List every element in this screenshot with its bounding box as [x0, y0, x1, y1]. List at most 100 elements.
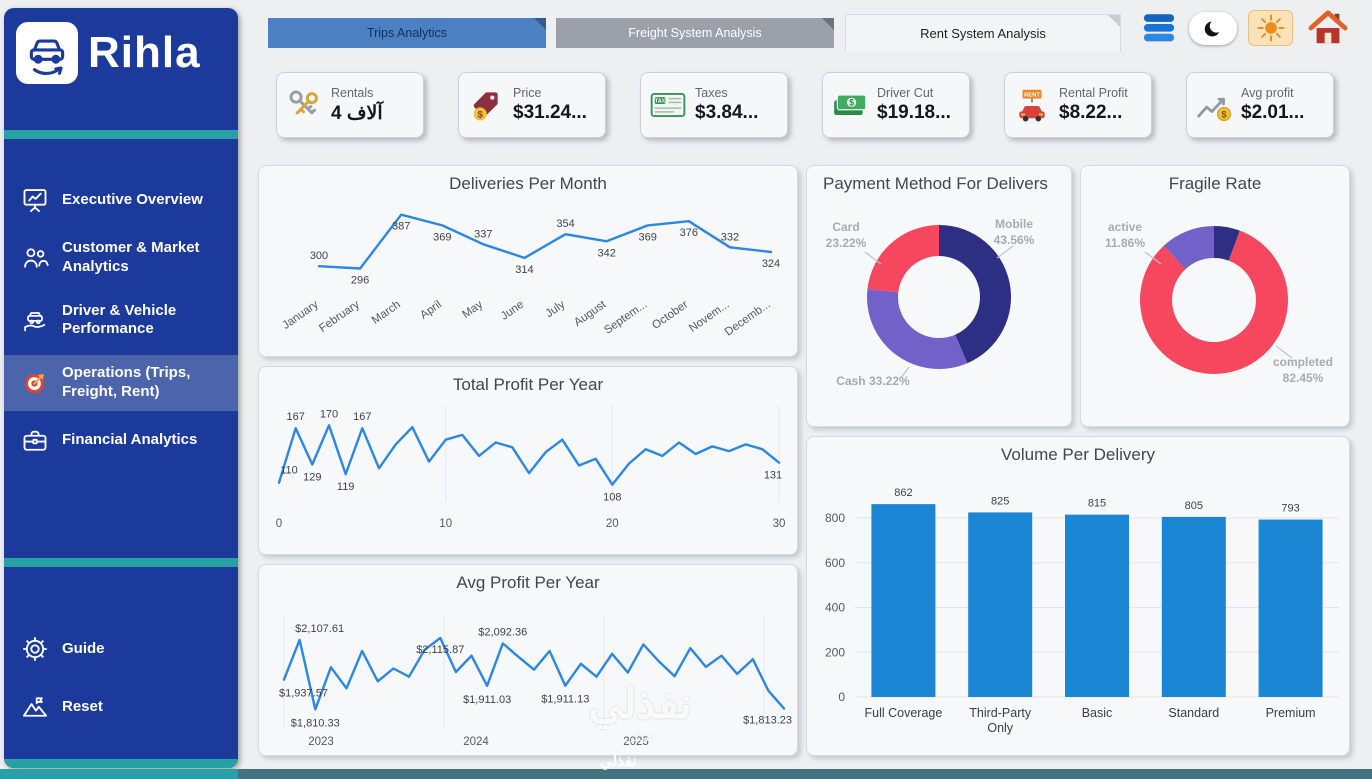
svg-text:354: 354	[556, 218, 574, 230]
svg-text:170: 170	[320, 408, 338, 420]
total-profit-line-chart[interactable]: 110 167 129 170 119 167 108 131 0 10 20 30	[259, 395, 797, 555]
svg-text:805: 805	[1185, 500, 1203, 512]
svg-text:TAX: TAX	[655, 98, 666, 104]
svg-text:815: 815	[1088, 498, 1106, 510]
svg-text:$1,911.03: $1,911.03	[463, 694, 511, 706]
svg-text:300: 300	[310, 250, 328, 262]
tab-freight-system-analysis[interactable]: Freight System Analysis	[556, 18, 834, 48]
tab-trips-analytics[interactable]: Trips Analytics	[268, 18, 546, 48]
sun-icon[interactable]	[1248, 10, 1293, 46]
svg-text:0: 0	[838, 690, 845, 704]
svg-text:$1,911.13: $1,911.13	[541, 694, 589, 706]
avg-profit-title: Avg Profit Per Year	[456, 573, 600, 592]
svg-text:400: 400	[825, 601, 845, 615]
kpi-label: Rental Profit	[1059, 86, 1128, 100]
sidebar-nav: Executive Overview Customer & Market Anal…	[4, 170, 238, 471]
svg-text:324: 324	[762, 258, 780, 270]
tab-label: Trips Analytics	[366, 26, 448, 40]
kpi-label: Price	[513, 86, 542, 100]
svg-text:active: active	[1108, 220, 1142, 234]
svg-text:11.86%: 11.86%	[1105, 236, 1145, 250]
brand-logo: Rihla	[4, 22, 238, 84]
svg-text:129: 129	[303, 472, 321, 484]
fragile-rate-panel: Fragile Rate active 11.86% completed 82.45%	[1080, 165, 1350, 427]
svg-text:March: March	[370, 299, 403, 327]
sidebar-item-label: Guide	[62, 639, 105, 657]
gear-icon	[20, 635, 50, 663]
sidebar-item-label: Reset	[62, 697, 103, 715]
svg-text:$: $	[849, 98, 854, 108]
svg-text:Full Coverage: Full Coverage	[864, 706, 942, 720]
kpi-card-taxes[interactable]: TAX Taxes $3.84...	[640, 72, 788, 138]
svg-text:110: 110	[280, 465, 298, 477]
svg-text:Third-Party: Third-Party	[969, 706, 1032, 720]
fragile-rate-donut-chart[interactable]: active 11.86% completed 82.45%	[1081, 188, 1349, 420]
tab-rent-system-analysis[interactable]: Rent System Analysis	[845, 14, 1121, 52]
kpi-label: Driver Cut	[877, 86, 934, 100]
kpi-value: 4 آلاف	[331, 102, 383, 124]
svg-text:Cash 33.22%: Cash 33.22%	[836, 374, 910, 388]
volume-bar-chart[interactable]: 0 200 400 600 800 862 Full Coverage 825 Third-Pa…	[807, 465, 1350, 756]
home-icon[interactable]	[1303, 8, 1353, 48]
target-icon	[20, 369, 50, 397]
svg-text:$2,107.61: $2,107.61	[295, 623, 344, 635]
moon-toggle-icon[interactable]	[1189, 12, 1237, 45]
sidebar-item-operations-trips-freight-rent[interactable]: Operations (Trips, Freight, Rent)	[4, 355, 238, 411]
kpi-card-rentals[interactable]: Rentals 4 آلاف	[276, 72, 424, 138]
tax-icon: TAX	[649, 86, 687, 124]
total-profit-title: Total Profit Per Year	[452, 375, 604, 394]
kpi-value: $3.84...	[695, 102, 759, 123]
sidebar-item-financial-analytics[interactable]: Financial Analytics	[4, 418, 238, 464]
teal-divider	[4, 130, 238, 139]
kpi-card-avg-profit[interactable]: $ Avg profit $2.01...	[1186, 72, 1334, 138]
people-icon	[20, 244, 50, 272]
sidebar-item-reset[interactable]: Reset	[4, 684, 238, 730]
kpi-card-price[interactable]: $ Price $31.24...	[458, 72, 606, 138]
svg-text:200: 200	[825, 645, 845, 659]
sidebar-item-label: Driver & Vehicle Performance	[62, 301, 177, 338]
sidebar-footer-nav: Guide Reset	[4, 614, 238, 742]
svg-text:$: $	[1221, 109, 1227, 120]
svg-text:Card: Card	[832, 220, 859, 234]
svg-text:RENT: RENT	[1024, 92, 1040, 98]
svg-text:10: 10	[439, 518, 452, 530]
rental-car-icon: RENT	[1013, 86, 1051, 124]
svg-text:Basic: Basic	[1082, 706, 1113, 720]
tab-label: Freight System Analysis	[628, 26, 762, 40]
svg-text:337: 337	[474, 228, 492, 240]
payment-method-donut-chart[interactable]: Card 23.22% Mobile 43.56% Cash 33.22%	[807, 188, 1071, 420]
svg-text:167: 167	[286, 411, 304, 423]
avg-profit-line-chart[interactable]: $2,107.61 $1,937.57 $1,810.33 $2,115.87 $2,0…	[259, 593, 797, 756]
svg-text:Premium: Premium	[1266, 706, 1316, 720]
brand-name: Rihla	[88, 28, 201, 77]
deliveries-line-chart[interactable]: 300 296 387 369 337 314 354 342 369 376 332 324 Janu…	[259, 194, 797, 357]
svg-text:2024: 2024	[463, 736, 489, 748]
kpi-label: Taxes	[695, 86, 728, 100]
mountain-icon	[20, 693, 50, 721]
svg-text:July: July	[544, 298, 568, 320]
sidebar-item-executive-overview[interactable]: Executive Overview	[4, 177, 238, 223]
svg-text:$1,937.57: $1,937.57	[279, 688, 328, 700]
deliveries-panel: Deliveries Per Month 300 296 387 369 337 314 3…	[258, 165, 798, 357]
sidebar: Rihla Executive Overview Customer & Marke…	[4, 8, 238, 768]
svg-text:296: 296	[351, 275, 369, 287]
svg-text:825: 825	[991, 495, 1009, 507]
price-tag-icon: $	[467, 86, 505, 124]
svg-text:119: 119	[337, 481, 355, 493]
kpi-card-rental-profit[interactable]: RENT Rental Profit $8.22...	[1004, 72, 1152, 138]
kpi-value: $8.22...	[1059, 102, 1123, 123]
hand-car-icon	[20, 306, 50, 334]
sidebar-item-customer-market-analytics[interactable]: Customer & Market Analytics	[4, 230, 238, 286]
sidebar-item-driver-vehicle-performance[interactable]: Driver & Vehicle Performance	[4, 293, 238, 349]
svg-text:376: 376	[680, 227, 698, 239]
payment-method-title: Payment Method For Delivers	[823, 174, 1048, 193]
kpi-card-driver-cut[interactable]: $ Driver Cut $19.18...	[822, 72, 970, 138]
svg-text:$2,115.87: $2,115.87	[416, 644, 464, 656]
svg-text:$2,092.36: $2,092.36	[478, 626, 527, 638]
sidebar-item-guide[interactable]: Guide	[4, 626, 238, 672]
avg-profit-icon: $	[1195, 86, 1233, 124]
menu-stack-icon[interactable]	[1141, 10, 1177, 46]
fragile-rate-title: Fragile Rate	[1168, 174, 1262, 193]
svg-text:43.56%: 43.56%	[994, 233, 1035, 247]
